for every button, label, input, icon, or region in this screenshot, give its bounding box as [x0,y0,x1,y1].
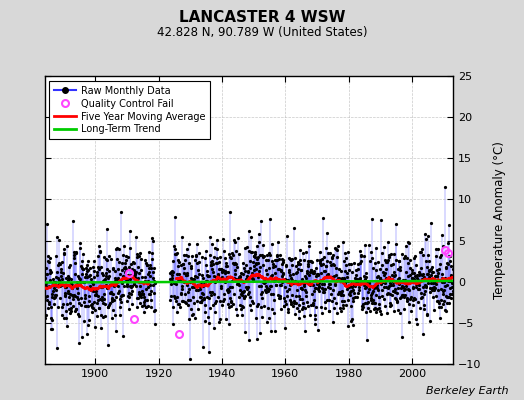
Text: LANCASTER 4 WSW: LANCASTER 4 WSW [179,10,345,25]
Text: 42.828 N, 90.789 W (United States): 42.828 N, 90.789 W (United States) [157,26,367,39]
Y-axis label: Temperature Anomaly (°C): Temperature Anomaly (°C) [493,141,506,299]
Legend: Raw Monthly Data, Quality Control Fail, Five Year Moving Average, Long-Term Tren: Raw Monthly Data, Quality Control Fail, … [49,81,210,139]
Text: Berkeley Earth: Berkeley Earth [426,386,508,396]
